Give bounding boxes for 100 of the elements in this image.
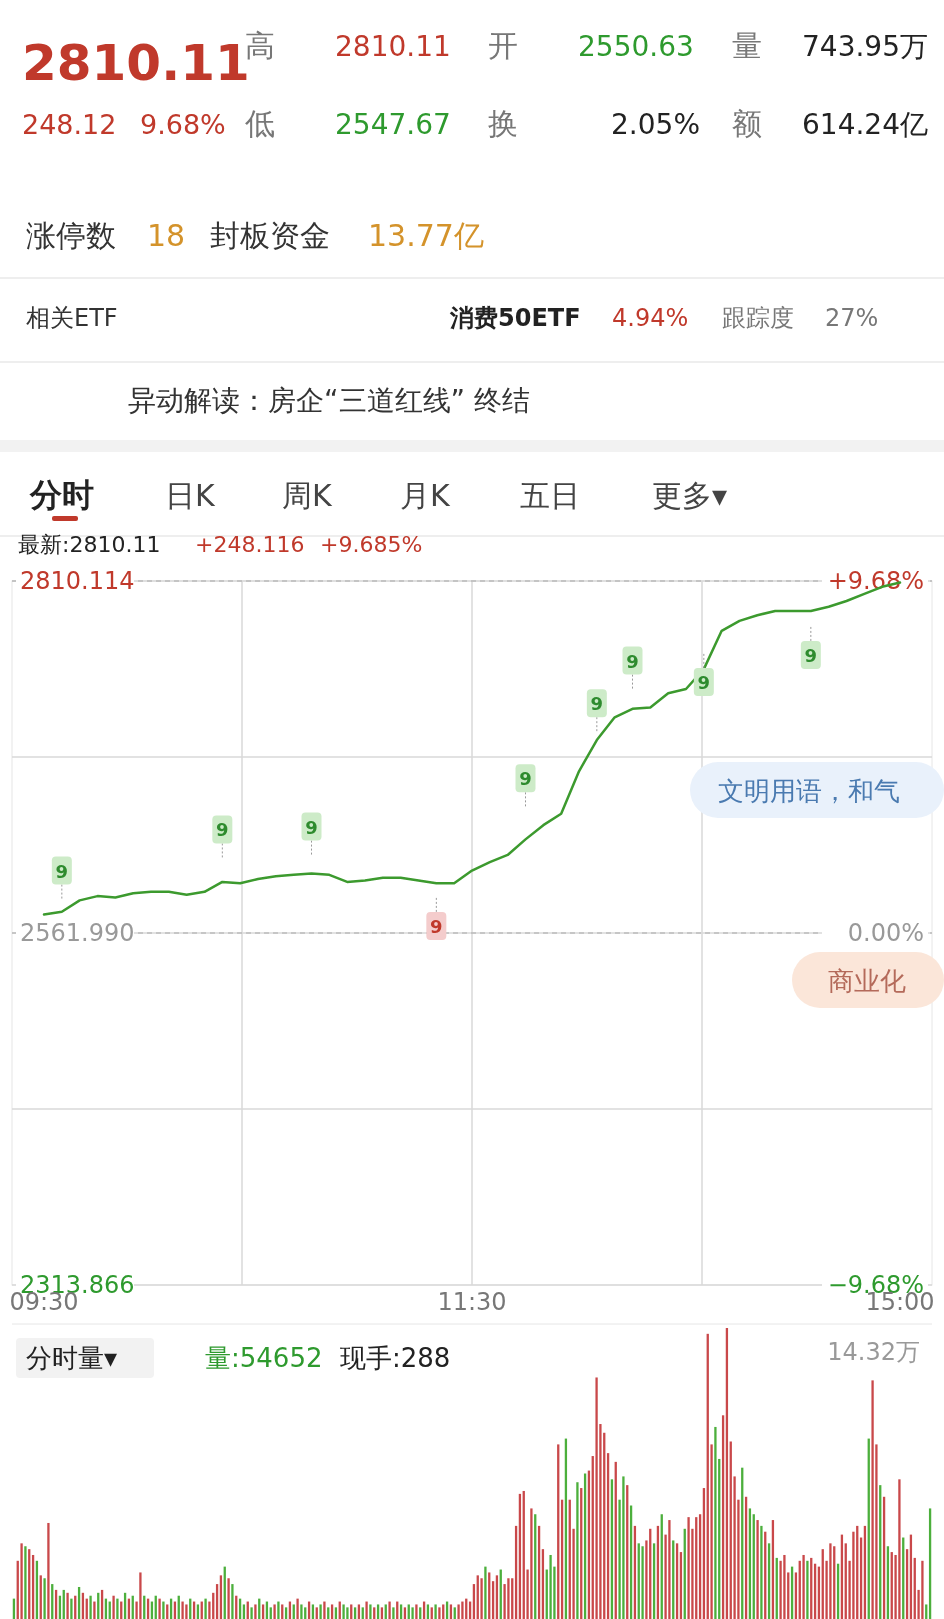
bar <box>261 1604 265 1619</box>
y2-tick-label: 0.00% <box>847 919 924 947</box>
bar <box>43 1578 46 1619</box>
bar <box>89 1595 92 1619</box>
annotation: 9 <box>697 671 711 693</box>
bar <box>369 1604 372 1619</box>
bar <box>292 1604 295 1619</box>
annotation: 分时量▾ <box>26 1343 118 1373</box>
bar <box>434 1604 437 1619</box>
bar <box>342 1604 345 1619</box>
annotation: 文明用语，和气 <box>718 776 900 806</box>
bar <box>756 1520 759 1619</box>
bar <box>300 1604 303 1619</box>
bar <box>576 1482 579 1619</box>
text: +248.116 <box>195 532 305 557</box>
y2-tick-label: +9.68% <box>827 567 924 595</box>
annotation: 9 <box>519 768 532 790</box>
bar <box>641 1546 644 1619</box>
text: 相关ETF <box>26 304 118 332</box>
bar <box>250 1607 253 1619</box>
text: 量 <box>732 28 762 63</box>
bar <box>925 1604 928 1619</box>
bar <box>622 1476 625 1619</box>
text: 614.24亿 <box>802 108 928 141</box>
text: 涨停数 <box>26 218 116 253</box>
bar <box>411 1607 414 1619</box>
text: 27% <box>825 304 879 332</box>
bar <box>254 1604 257 1619</box>
bar <box>595 1377 598 1619</box>
bar <box>93 1601 96 1619</box>
bar <box>330 1604 334 1619</box>
annotation: 商业化 <box>828 966 906 996</box>
bar <box>242 1604 246 1619</box>
bar <box>714 1426 717 1619</box>
bar <box>185 1604 188 1619</box>
text: 2.05% <box>611 108 700 141</box>
bar <box>384 1604 387 1619</box>
text: 最新:2810.11 <box>18 532 161 557</box>
x-tick-label: 11:30 <box>437 1288 507 1316</box>
text: 跟踪度 <box>722 304 794 332</box>
bar <box>449 1604 453 1619</box>
text: 换 <box>488 106 518 141</box>
bar <box>376 1604 380 1619</box>
text: +9.685% <box>320 532 423 557</box>
bar <box>181 1601 184 1619</box>
bar <box>319 1604 322 1619</box>
bar <box>802 1554 805 1619</box>
text: 4.94% <box>612 304 689 332</box>
bar <box>346 1607 349 1619</box>
bar <box>407 1604 410 1619</box>
bar <box>227 1578 230 1619</box>
text: 日K <box>165 478 216 513</box>
bar <box>24 1546 27 1619</box>
bar <box>806 1560 809 1619</box>
bar <box>871 1380 874 1619</box>
text: 更多▾ <box>652 478 728 513</box>
text: 开 <box>488 28 518 63</box>
text: 18 <box>147 218 186 253</box>
text: 2810.11 <box>335 30 451 63</box>
bar <box>112 1595 115 1619</box>
text: 封板资金 <box>210 218 330 253</box>
bar <box>357 1604 361 1619</box>
annotation: 9 <box>305 816 318 838</box>
bar <box>296 1598 299 1619</box>
bar <box>196 1604 200 1619</box>
annotation: 14.32万 <box>827 1338 920 1366</box>
text: 743.95万 <box>802 30 928 63</box>
bar <box>277 1601 280 1619</box>
bar <box>442 1604 445 1619</box>
bar <box>365 1601 368 1619</box>
bar <box>668 1520 671 1619</box>
bar <box>70 1598 73 1619</box>
text: 额 <box>732 106 762 141</box>
text: 异动解读：房企“三道红线” 终结 <box>128 384 530 417</box>
bar <box>162 1601 165 1619</box>
bar <box>461 1601 464 1619</box>
text: 消费50ETF <box>449 304 581 332</box>
bar <box>323 1601 326 1619</box>
bar <box>273 1604 276 1619</box>
bar <box>507 1578 510 1619</box>
bar <box>399 1604 403 1619</box>
bar <box>311 1604 315 1619</box>
annotation: 9 <box>804 644 818 666</box>
bar <box>388 1601 391 1619</box>
text: 分时 <box>29 476 94 514</box>
text: 低 <box>245 106 275 141</box>
bar <box>231 1584 234 1619</box>
bar <box>392 1607 395 1619</box>
bar <box>20 1543 23 1619</box>
bar <box>415 1604 418 1619</box>
bar <box>166 1604 169 1619</box>
bar <box>687 1517 690 1619</box>
bar <box>530 1508 533 1619</box>
text: 2550.63 <box>578 30 694 63</box>
bar <box>158 1598 161 1619</box>
bar <box>426 1604 430 1619</box>
text: 月K <box>400 478 451 513</box>
bar <box>281 1604 284 1619</box>
bar <box>204 1598 207 1619</box>
annotation: 9 <box>216 819 229 841</box>
